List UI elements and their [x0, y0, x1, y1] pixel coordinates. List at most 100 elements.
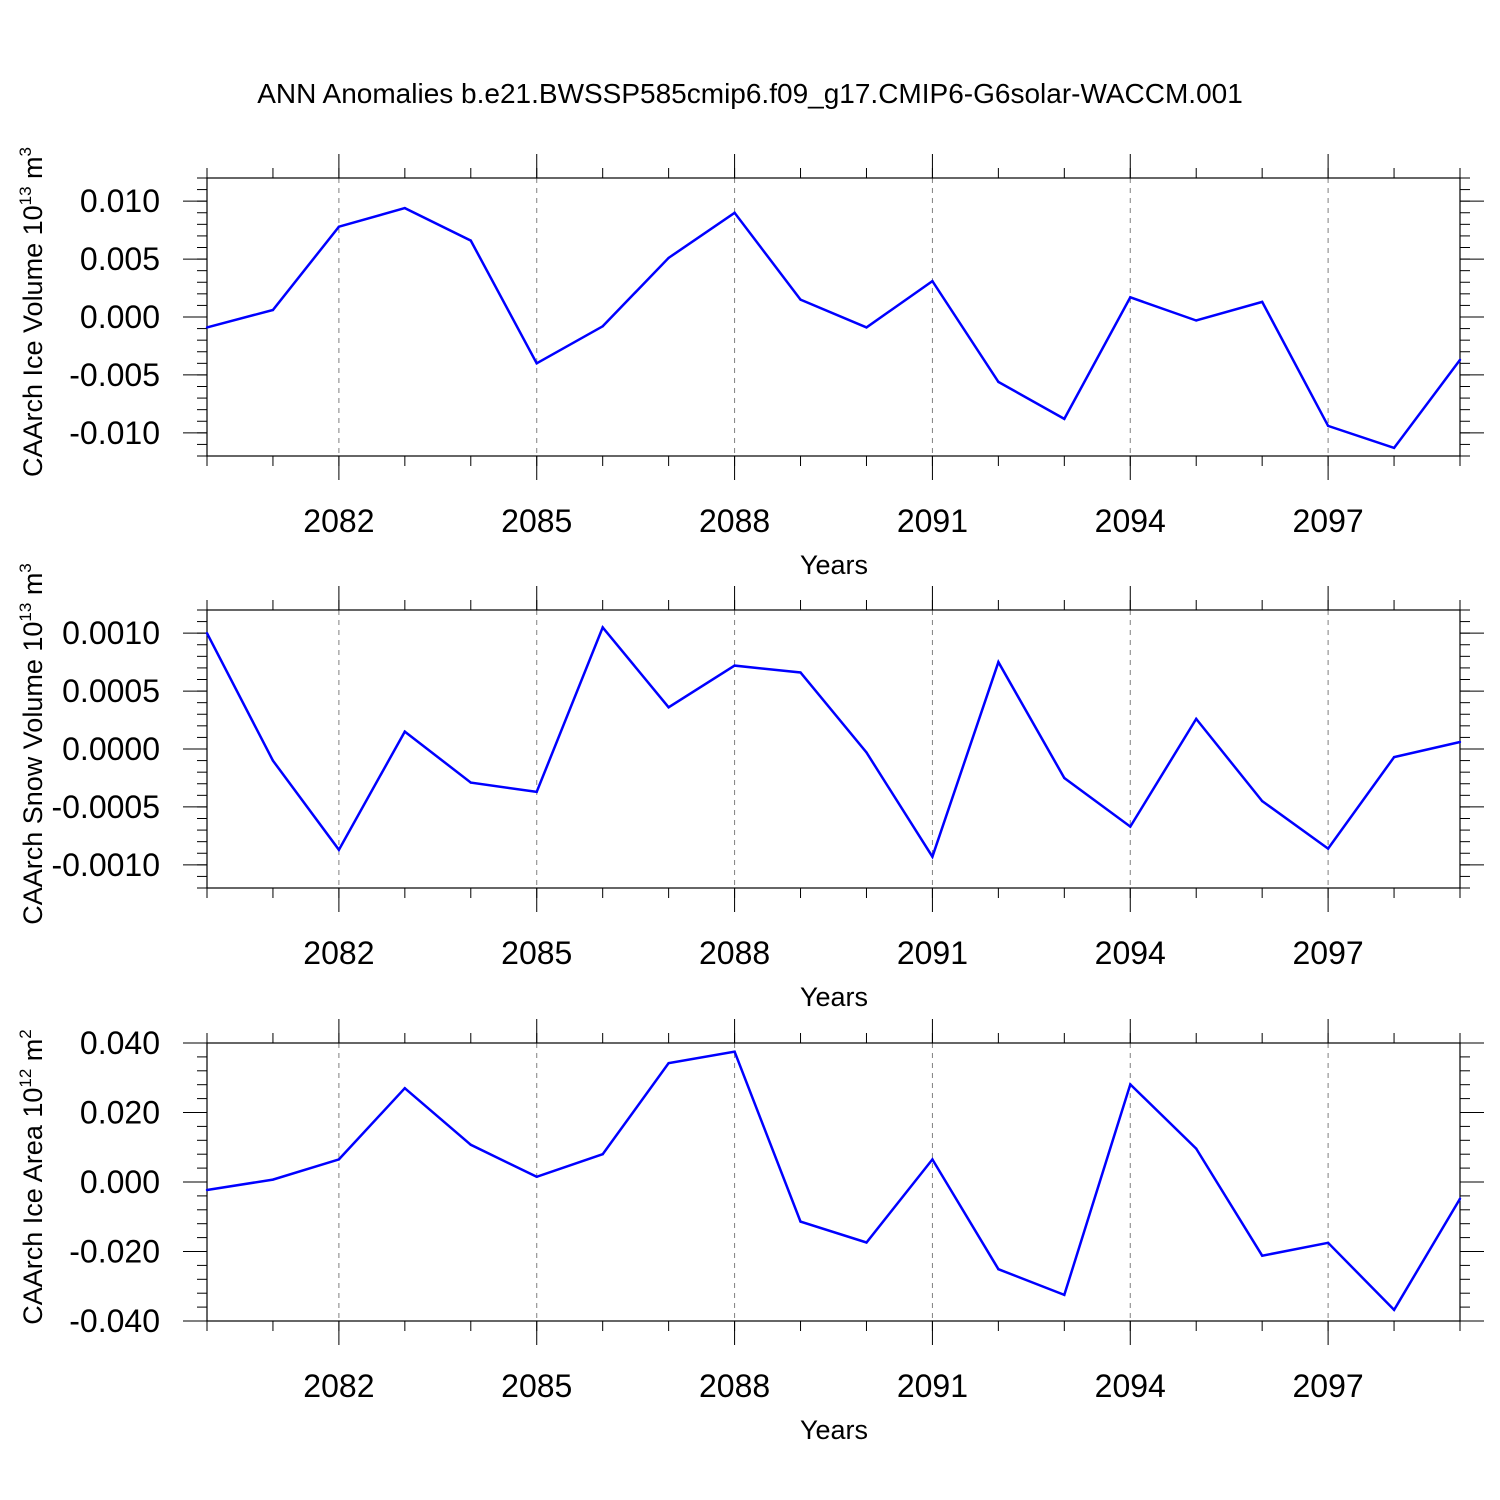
data-point	[403, 1086, 407, 1090]
x-tick-label: 2082	[303, 935, 374, 971]
y-tick-label: -0.040	[69, 1303, 160, 1339]
data-point	[931, 1158, 934, 1161]
data-point	[667, 1061, 670, 1065]
x-tick-label: 2091	[897, 503, 968, 539]
x-tick-label: 2088	[699, 503, 770, 539]
data-point	[601, 325, 604, 328]
data-point	[271, 1178, 275, 1181]
data-point	[865, 1241, 868, 1244]
data-point	[1063, 417, 1066, 421]
data-point	[997, 660, 1000, 664]
series-line	[206, 1050, 1462, 1312]
x-tick-label: 2097	[1293, 503, 1364, 539]
panel-1: -0.010 -0.005 0.000 0.005 0.010 2082 2085 2088 2…	[16, 147, 1484, 580]
data-point	[1129, 1083, 1132, 1086]
y-tick-label: 0.005	[80, 241, 160, 277]
data-point	[865, 751, 868, 754]
data-point	[997, 380, 1000, 384]
plot-frame	[206, 177, 1461, 457]
data-point	[1326, 1241, 1330, 1245]
data-point	[931, 279, 934, 283]
data-point	[601, 1153, 604, 1156]
data-point	[1392, 1308, 1396, 1312]
x-tick-label: 2094	[1095, 935, 1166, 971]
y-tick-label: 0.010	[80, 183, 160, 219]
data-point	[469, 239, 472, 242]
y-tick-label: -0.020	[69, 1234, 160, 1270]
data-point	[931, 855, 934, 858]
y-tick-label: 0.040	[80, 1025, 160, 1061]
y-axis-label: CAArch Ice Volume 1013 m3	[16, 147, 48, 477]
data-point	[1129, 296, 1132, 299]
data-point	[271, 308, 275, 312]
data-point	[271, 759, 275, 762]
data-point	[337, 225, 341, 228]
x-tick-label: 2094	[1095, 1368, 1166, 1404]
data-point	[403, 730, 407, 733]
x-tick-label: 2094	[1095, 503, 1166, 539]
x-axis-label: Years	[800, 982, 868, 1012]
data-point	[1195, 319, 1198, 322]
data-point	[997, 1268, 1000, 1271]
data-point	[1458, 740, 1462, 744]
data-point	[799, 1220, 802, 1223]
y-tick-label: 0.020	[80, 1095, 160, 1131]
data-point	[1458, 1197, 1462, 1200]
data-point	[865, 326, 868, 329]
y-axis-label: CAArch Snow Volume 1013 m3	[16, 563, 48, 925]
data-point	[601, 626, 604, 629]
series-line	[206, 206, 1462, 450]
y-tick-label: -0.005	[69, 357, 160, 393]
x-axis-label: Years	[800, 1415, 868, 1445]
data-point	[1129, 825, 1132, 828]
data-point	[733, 664, 736, 667]
data-point	[1458, 358, 1462, 362]
data-point	[337, 1158, 341, 1161]
x-tick-label: 2082	[303, 503, 374, 539]
panel-2: -0.0010 -0.0005 0.0000 0.0005 0.0010 2082 2085…	[16, 563, 1484, 1012]
data-point	[1195, 1147, 1198, 1150]
data-point	[1063, 776, 1066, 780]
x-axis-label: Years	[800, 550, 868, 580]
x-tick-label: 2091	[897, 935, 968, 971]
x-tick-label: 2097	[1293, 935, 1364, 971]
data-point	[667, 256, 670, 260]
data-point	[733, 211, 736, 214]
data-point	[469, 781, 472, 784]
data-point	[535, 362, 538, 365]
data-point	[1260, 300, 1264, 304]
figure-title: ANN Anomalies b.e21.BWSSP585cmip6.f09_g1…	[257, 78, 1243, 109]
x-tick-label: 2091	[897, 1368, 968, 1404]
data-point	[1260, 1254, 1264, 1257]
data-point	[1326, 424, 1330, 428]
data-point	[535, 1175, 538, 1178]
series-line	[205, 624, 1461, 860]
plot-frame	[206, 609, 1461, 889]
y-tick-label: 0.000	[80, 1164, 160, 1200]
x-tick-label: 2085	[501, 1368, 572, 1404]
data-point	[667, 706, 670, 709]
y-tick-label: -0.010	[69, 415, 160, 451]
panel-3: -0.040 -0.020 0.000 0.020 0.040 2082 2085 2088 2…	[16, 1019, 1484, 1445]
data-point	[799, 298, 802, 301]
y-tick-label: -0.0010	[51, 847, 160, 883]
y-tick-label: 0.000	[80, 299, 160, 335]
y-tick-label: 0.0000	[62, 731, 160, 767]
data-point	[1392, 446, 1396, 450]
y-tick-label: 0.0005	[62, 673, 160, 709]
data-point	[1392, 755, 1396, 759]
data-point	[1260, 799, 1264, 803]
data-point	[1326, 847, 1330, 850]
x-tick-label: 2085	[501, 503, 572, 539]
data-point	[205, 1188, 209, 1192]
x-tick-label: 2097	[1293, 1368, 1364, 1404]
y-axis-label: CAArch Ice Area 1012 m2	[16, 1029, 48, 1325]
y-tick-label: 0.0010	[62, 615, 160, 651]
data-point	[799, 671, 802, 674]
plot-frame	[206, 1042, 1461, 1322]
x-tick-label: 2082	[303, 1368, 374, 1404]
data-point	[469, 1143, 472, 1147]
x-tick-label: 2088	[699, 1368, 770, 1404]
